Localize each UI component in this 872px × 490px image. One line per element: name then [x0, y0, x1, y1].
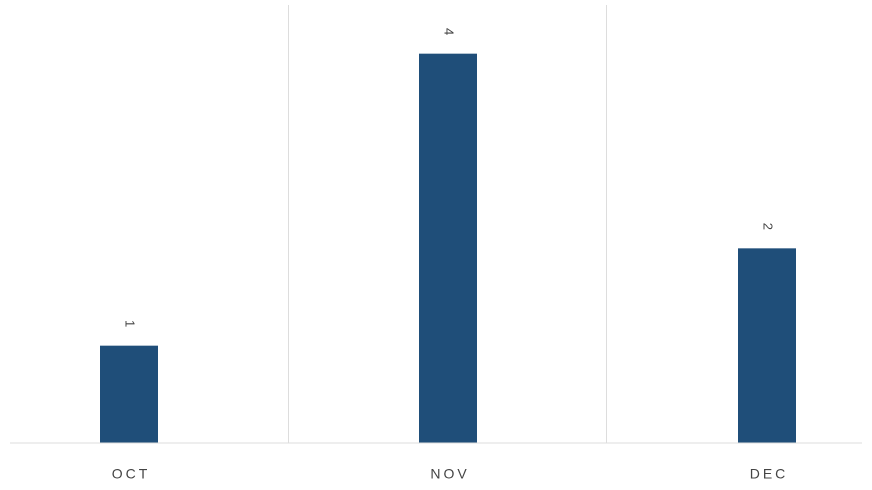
- x-tick-label: NOV: [430, 466, 469, 482]
- data-label: 4: [442, 28, 457, 35]
- bar: [419, 53, 477, 444]
- bar: [738, 248, 796, 443]
- data-label: 1: [123, 320, 138, 327]
- bar: [100, 345, 158, 443]
- x-tick-label: DEC: [750, 466, 789, 482]
- data-label: 2: [761, 223, 776, 230]
- x-tick-label: OCT: [112, 466, 151, 482]
